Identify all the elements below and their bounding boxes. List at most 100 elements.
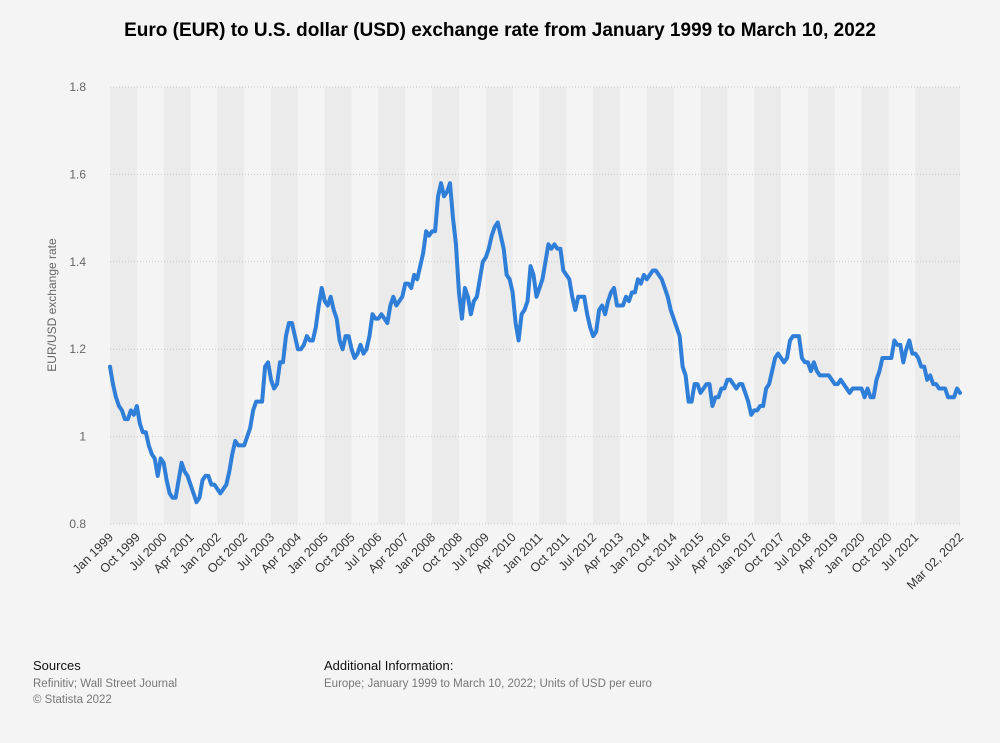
data-point [663,287,666,290]
data-point [908,339,911,342]
data-point [815,370,818,373]
data-point [389,304,392,307]
data-point [147,444,150,447]
data-point [120,409,123,412]
data-point [276,383,279,386]
data-point [672,317,675,320]
data-point [159,457,162,460]
data-point [449,182,452,185]
data-point [505,273,508,276]
data-point [645,278,648,281]
data-point [153,457,156,460]
data-point [377,317,380,320]
data-point [786,356,789,359]
data-point [812,361,815,364]
data-point [735,387,738,390]
data-point [258,400,261,403]
data-point [741,383,744,386]
data-point [386,321,389,324]
data-point [460,317,463,320]
data-point [604,313,607,316]
data-point [595,330,598,333]
data-point [213,483,216,486]
data-point [744,391,747,394]
data-point [395,304,398,307]
data-point [845,387,848,390]
data-point [538,287,541,290]
data-point [553,243,556,246]
data-point [234,439,237,442]
plot-band [432,87,459,524]
data-point [920,365,923,368]
data-point [165,479,168,482]
data-point [225,483,228,486]
data-point [929,374,932,377]
footer-additional-info: Additional Information: Europe; January … [324,658,652,692]
data-point [687,400,690,403]
y-tick-label: 0.8 [69,517,86,531]
data-point [264,365,267,368]
data-point [189,483,192,486]
data-point [657,273,660,276]
data-point [589,326,592,329]
data-point [765,387,768,390]
grid-lines [110,86,960,525]
data-point [720,387,723,390]
data-point [541,278,544,281]
data-point [207,474,210,477]
data-point [574,308,577,311]
data-point [842,383,845,386]
data-point [550,247,553,250]
data-point [896,343,899,346]
data-point [902,361,905,364]
data-point [109,365,112,368]
data-point [434,230,437,233]
data-point [630,291,633,294]
data-point [117,405,120,408]
plot-band [700,87,728,524]
data-point [174,496,177,499]
data-point [284,335,287,338]
data-point [293,335,296,338]
info-heading: Additional Information: [324,658,454,673]
data-point [666,295,669,298]
data-point [750,413,753,416]
data-point [598,308,601,311]
data-point [520,313,523,316]
y-tick-label: 1.6 [69,167,86,181]
data-point [777,352,780,355]
data-point [126,418,129,421]
data-point [866,387,869,390]
plot-band [110,87,137,524]
data-point [111,383,114,386]
data-point [577,295,580,298]
data-point [437,195,440,198]
data-point [881,356,884,359]
data-point [935,383,938,386]
data-point [255,400,258,403]
data-point [132,413,135,416]
data-point [556,247,559,250]
copyright-line: © Statista 2022 [33,694,112,706]
data-point [699,391,702,394]
data-point [144,431,147,434]
data-point [517,339,520,342]
data-point [270,378,273,381]
data-point [651,269,654,272]
data-point [601,304,604,307]
data-point [869,396,872,399]
data-point [156,474,159,477]
data-point [893,339,896,342]
data-point [425,230,428,233]
data-point [305,335,308,338]
data-point [508,278,511,281]
data-point [738,383,741,386]
data-point [941,387,944,390]
data-point [586,313,589,316]
data-point [914,352,917,355]
data-point [502,247,505,250]
data-point [619,304,622,307]
data-point [380,313,383,316]
data-point [797,335,800,338]
plot-band [861,87,889,524]
